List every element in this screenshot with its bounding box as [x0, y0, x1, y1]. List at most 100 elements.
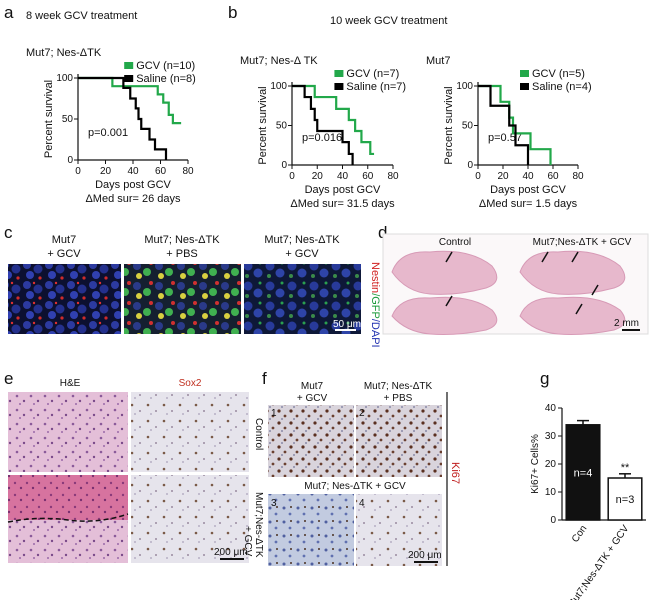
- x-tick-label: 80: [572, 171, 584, 182]
- note: ΔMed sur= 1.5 days: [479, 198, 578, 210]
- survival-curve: [292, 84, 354, 165]
- x-tick-label: 60: [362, 171, 374, 182]
- stain-label: Ki67: [449, 462, 461, 484]
- stain: Nestin: [369, 262, 381, 293]
- y-tick-label: 30: [545, 431, 557, 442]
- panel-title: Mut7; Nes-ΔTK: [26, 47, 102, 59]
- tumor-region: [8, 475, 128, 520]
- y-tick-label: 40: [545, 403, 557, 414]
- x-tick-label: 80: [387, 171, 399, 182]
- y-tick-label: 10: [545, 487, 557, 498]
- image-label: Mut7: [301, 381, 324, 392]
- y-tick-label: 0: [67, 155, 73, 166]
- image-label: Mut7; Nes-ΔTK + GCV: [304, 481, 406, 492]
- micrograph: [356, 405, 442, 477]
- y-tick-label: 0: [281, 160, 287, 171]
- panel-title: Mut7; Nes-Δ TK: [240, 55, 318, 67]
- legend-label: Saline (n=4): [532, 81, 592, 93]
- bar: [565, 424, 601, 521]
- brain-section: [519, 250, 626, 295]
- x-tick-label: 20: [100, 166, 112, 177]
- x-tick-label: 40: [522, 171, 534, 182]
- panel-letter: b: [228, 3, 237, 22]
- x-tick-label: 0: [75, 166, 81, 177]
- micrograph: [244, 264, 361, 334]
- x-tick-label: 20: [497, 171, 509, 182]
- image-label: Mut7; Nes-ΔTK: [144, 234, 220, 246]
- brain-sections: [391, 250, 626, 335]
- panel-heading: 8 week GCV treatment: [26, 10, 137, 22]
- image-number: 1: [271, 408, 277, 419]
- micrograph: [8, 392, 128, 472]
- brain-section: [391, 296, 498, 335]
- row-label: Mut7;Nes-ΔTK: [253, 492, 264, 558]
- survival-curve: [478, 84, 552, 165]
- micrograph: [356, 494, 442, 566]
- micrograph: [8, 264, 121, 334]
- y-tick-label: 20: [545, 459, 557, 470]
- image-label: + PBS: [166, 248, 198, 260]
- scale-label: 50 μm: [333, 319, 361, 330]
- image-label: Control: [439, 237, 471, 248]
- column-label: Sox2: [179, 378, 202, 389]
- x-axis-label: Days post GCV: [305, 184, 381, 196]
- annotation: p=0.016: [302, 132, 342, 144]
- y-tick-label: 0: [550, 515, 556, 526]
- x-tick-label: Con: [570, 523, 590, 544]
- bar-label: n=4: [574, 467, 593, 479]
- x-axis-label: Days post GCV: [490, 184, 566, 196]
- y-tick-label: 100: [456, 81, 473, 92]
- image-label: + GCV: [47, 248, 81, 260]
- note: ΔMed sur= 31.5 days: [290, 198, 395, 210]
- arrow: [541, 251, 549, 263]
- image-label: + GCV: [297, 393, 328, 404]
- image-label: Mut7; Nes-ΔTK: [364, 381, 433, 392]
- y-tick-label: 100: [270, 81, 287, 92]
- survival-curve: [292, 84, 375, 156]
- panel-letter: e: [4, 369, 13, 388]
- legend-swatch: [520, 70, 529, 77]
- stain-label: Nestin/GFP/DAPI: [369, 262, 381, 348]
- micrograph: [124, 264, 241, 334]
- brain-section: [519, 296, 626, 335]
- image-label: + PBS: [384, 393, 413, 404]
- y-tick-label: 0: [467, 160, 473, 171]
- panel-letter: a: [4, 3, 14, 22]
- panel-title: Mut7: [426, 55, 450, 67]
- x-tick-label: 40: [127, 166, 139, 177]
- legend-label: Saline (n=8): [136, 73, 196, 85]
- image-number: 3: [271, 498, 277, 509]
- survival-curve: [478, 84, 530, 165]
- micrograph: [268, 494, 354, 566]
- legend-swatch: [334, 83, 344, 90]
- x-tick-label: 20: [312, 171, 324, 182]
- y-tick-label: 50: [62, 114, 74, 125]
- x-tick-label: 0: [289, 171, 295, 182]
- stain: /GFP: [369, 293, 381, 319]
- image-number: 2: [359, 408, 365, 419]
- stain: /DAPI: [369, 319, 381, 348]
- x-axis-label: Days post GCV: [95, 179, 171, 191]
- survival-curve: [78, 76, 168, 160]
- arrow: [445, 295, 453, 307]
- y-axis-label: Percent survival: [43, 80, 55, 158]
- survival-curve: [78, 76, 182, 125]
- note: ΔMed sur= 26 days: [85, 193, 181, 205]
- brain-section: [391, 250, 498, 295]
- panel-letter: g: [540, 369, 549, 388]
- column-label: H&E: [60, 378, 81, 389]
- panel-letter: f: [262, 369, 267, 388]
- y-axis-label: Percent survival: [257, 86, 269, 164]
- y-tick-label: 50: [462, 121, 474, 132]
- legend-label: GCV (n=5): [532, 68, 585, 80]
- image-label: + GCV: [285, 248, 319, 260]
- y-axis-label: Percent survival: [443, 86, 455, 164]
- scale-label: 200 μm: [214, 547, 248, 558]
- legend-label: GCV (n=7): [346, 68, 399, 80]
- micrograph: [131, 475, 249, 563]
- annotation: p=0.57: [488, 132, 522, 144]
- legend-swatch: [334, 70, 344, 77]
- bar-label: n=3: [616, 494, 635, 506]
- micrograph: [131, 392, 249, 472]
- panel-letter: c: [4, 223, 13, 242]
